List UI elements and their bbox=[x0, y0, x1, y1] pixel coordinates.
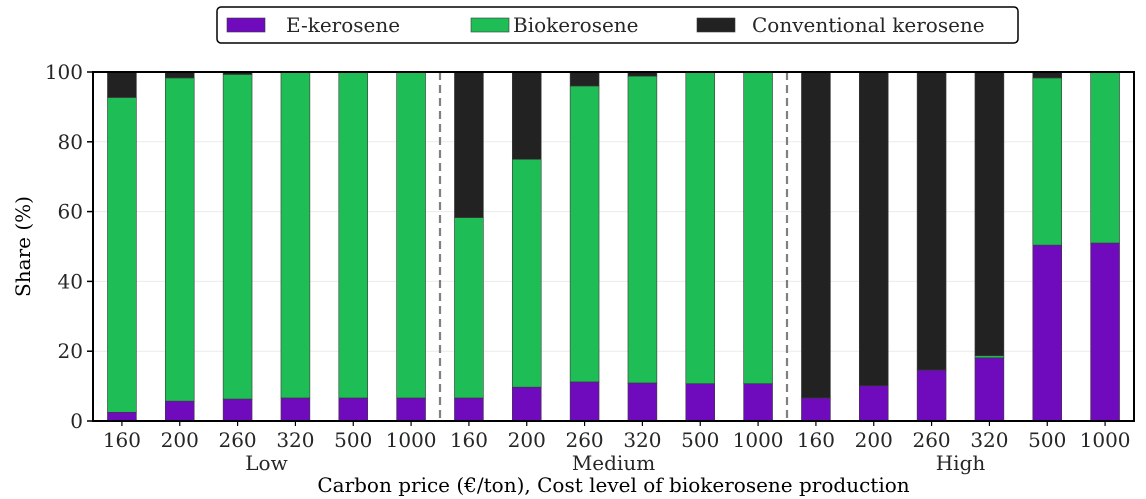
x-tick-label: 500 bbox=[334, 428, 372, 452]
bar-segment-e-kerosene bbox=[685, 383, 716, 422]
bar-segment-biokerosene bbox=[338, 71, 369, 399]
x-tick-label: 1000 bbox=[386, 428, 437, 452]
y-tick-label: 100 bbox=[45, 60, 83, 84]
x-axis-ticks: 160 200 260 320 500 1000 160 200 260 320 500 1000 16… bbox=[103, 421, 1131, 452]
bar-segment-biokerosene bbox=[1032, 77, 1063, 246]
bar-segment-conventional-kerosene bbox=[569, 71, 600, 87]
x-tick-label: 500 bbox=[1028, 428, 1066, 452]
x-tick-label: 320 bbox=[623, 428, 661, 452]
bar-segment-conventional-kerosene bbox=[916, 71, 947, 371]
bar-segment-conventional-kerosene bbox=[454, 71, 484, 218]
x-tick-label: 200 bbox=[855, 428, 893, 452]
y-tick-label: 40 bbox=[58, 269, 83, 293]
bar-segment-biokerosene bbox=[974, 355, 1005, 359]
bar-segment-e-kerosene bbox=[743, 383, 773, 422]
bar-segment-e-kerosene bbox=[858, 385, 889, 422]
bar-segment-biokerosene bbox=[511, 158, 542, 388]
plot-frame bbox=[92, 71, 1135, 422]
bar-segment-conventional-kerosene bbox=[107, 71, 137, 98]
x-tick-label: 200 bbox=[161, 428, 199, 452]
x-tick-label: 1000 bbox=[733, 428, 784, 452]
gridlines bbox=[93, 141, 1134, 352]
bar-segment-conventional-kerosene bbox=[511, 71, 542, 160]
y-tick-label: 0 bbox=[70, 409, 83, 433]
x-tick-label: 160 bbox=[450, 428, 488, 452]
y-axis-ticks: 0 20 40 60 80 100 bbox=[45, 60, 93, 433]
legend: E-kerosene Biokerosene Conventional kerose… bbox=[216, 6, 1019, 44]
x-tick-label: 320 bbox=[970, 428, 1008, 452]
y-tick-label: 80 bbox=[58, 130, 83, 154]
x-tick-label: 1000 bbox=[1080, 428, 1131, 452]
bar-segment-biokerosene bbox=[685, 71, 716, 384]
x-tick-label: 500 bbox=[681, 428, 719, 452]
bar-segment-e-kerosene bbox=[801, 397, 831, 422]
bar-segment-biokerosene bbox=[1090, 71, 1120, 244]
y-tick-label: 20 bbox=[58, 339, 83, 363]
bar-segment-conventional-kerosene bbox=[974, 71, 1005, 357]
bar-segment-e-kerosene bbox=[627, 382, 658, 422]
legend-box bbox=[216, 6, 1019, 44]
group-label: Medium bbox=[572, 451, 655, 475]
group-labels: Low Medium High bbox=[245, 451, 985, 475]
bar-segment-e-kerosene bbox=[916, 369, 947, 422]
x-tick-label: 200 bbox=[508, 428, 546, 452]
bar-segment-conventional-kerosene bbox=[858, 71, 889, 387]
bar-segment-biokerosene bbox=[627, 75, 658, 384]
x-axis-title: Carbon price (€/ton), Cost level of biok… bbox=[317, 473, 909, 497]
x-tick-label: 260 bbox=[912, 428, 950, 452]
bar-segment-biokerosene bbox=[569, 85, 600, 383]
x-tick-label: 160 bbox=[103, 428, 141, 452]
legend-label-conventional-kerosene: Conventional kerosene bbox=[752, 13, 985, 37]
bars bbox=[107, 71, 1120, 422]
x-tick-label: 320 bbox=[276, 428, 314, 452]
group-label: High bbox=[936, 451, 986, 475]
bar-segment-biokerosene bbox=[743, 71, 773, 384]
bar-segment-e-kerosene bbox=[511, 386, 542, 422]
legend-swatch-conventional-kerosene bbox=[696, 17, 736, 33]
bar-segment-e-kerosene bbox=[974, 357, 1005, 422]
bar-segment-e-kerosene bbox=[164, 400, 195, 422]
bar-segment-e-kerosene bbox=[107, 411, 137, 422]
bar-segment-biokerosene bbox=[107, 97, 137, 413]
bar-segment-biokerosene bbox=[396, 71, 426, 399]
bar-segment-e-kerosene bbox=[222, 398, 253, 422]
bar-segment-biokerosene bbox=[280, 71, 311, 399]
bar-segment-e-kerosene bbox=[396, 397, 426, 422]
bar-segment-e-kerosene bbox=[569, 381, 600, 422]
bar-segment-e-kerosene bbox=[1032, 244, 1063, 422]
y-axis-title: Share (%) bbox=[11, 196, 35, 297]
x-tick-label: 260 bbox=[565, 428, 603, 452]
bar-segment-biokerosene bbox=[222, 74, 253, 400]
bar-segment-e-kerosene bbox=[1090, 242, 1120, 422]
bar-segment-biokerosene bbox=[454, 217, 484, 399]
x-tick-label: 160 bbox=[797, 428, 835, 452]
bar-segment-e-kerosene bbox=[280, 397, 311, 422]
legend-swatch-biokerosene bbox=[470, 17, 510, 33]
bar-segment-e-kerosene bbox=[454, 397, 484, 422]
bar-segment-biokerosene bbox=[164, 77, 195, 402]
legend-label-e-kerosene: E-kerosene bbox=[286, 13, 400, 37]
group-label: Low bbox=[245, 451, 287, 475]
legend-label-biokerosene: Biokerosene bbox=[513, 13, 639, 37]
bar-segment-conventional-kerosene bbox=[801, 71, 831, 399]
x-tick-label: 260 bbox=[218, 428, 256, 452]
y-tick-label: 60 bbox=[58, 200, 83, 224]
group-dividers bbox=[438, 72, 789, 421]
bar-segment-e-kerosene bbox=[338, 397, 369, 422]
legend-swatch-e-kerosene bbox=[226, 17, 266, 33]
